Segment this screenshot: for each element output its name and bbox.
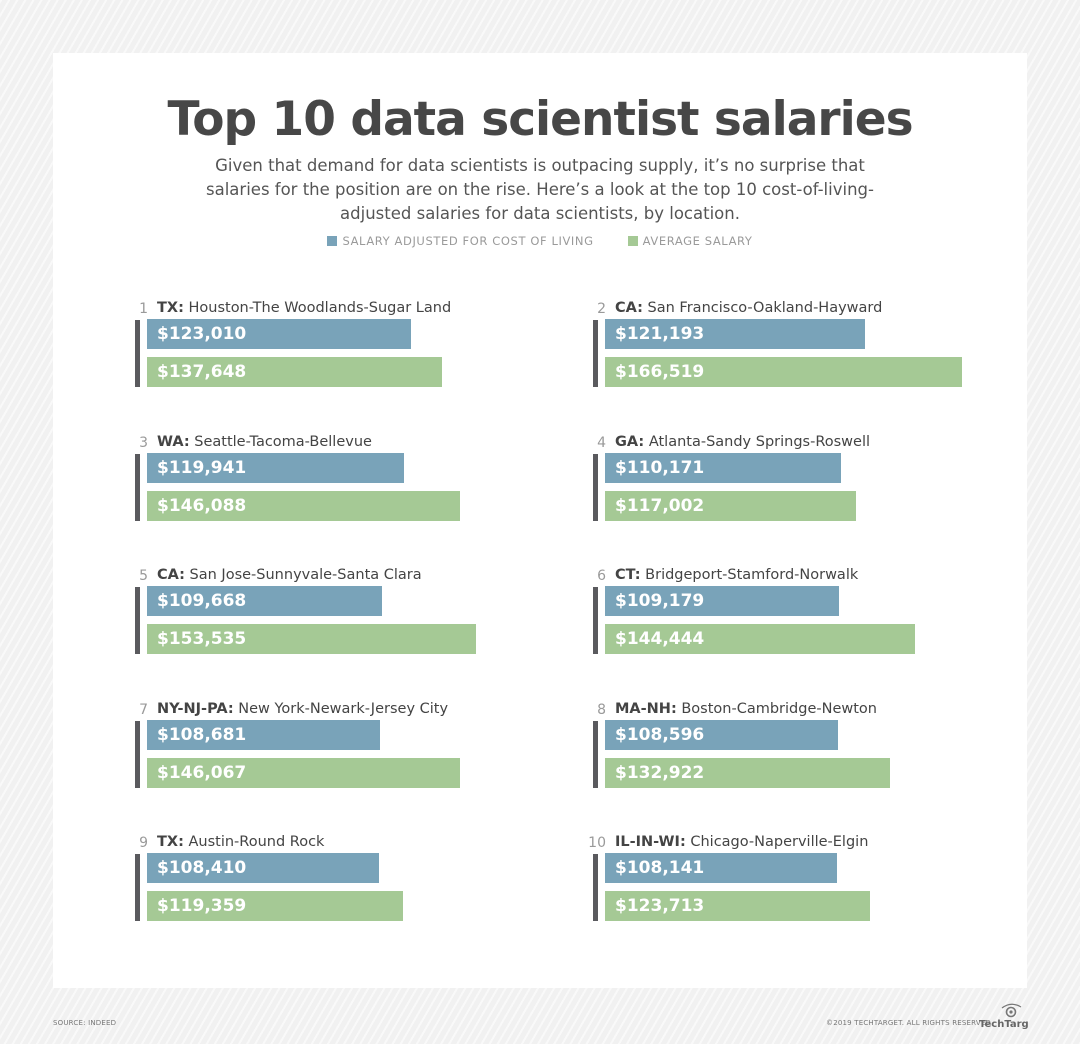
state-label: GA: — [615, 433, 645, 450]
city-label: Austin-Round Rock — [188, 834, 325, 850]
group-divider — [593, 453, 598, 521]
salary-item: 2 CA: San Francisco-Oakland-Hayward $121,1… — [588, 300, 1048, 411]
chart-title: Top 10 data scientist salaries — [167, 92, 913, 147]
bar-average-salary: $146,067 — [147, 757, 461, 788]
bar-average-salary: $166,519 — [605, 357, 962, 387]
state-label: CA: — [615, 300, 643, 316]
bar-average-salary: $137,648 — [147, 357, 443, 387]
bar-average-salary: $146,088 — [147, 490, 461, 521]
salary-item: 4 GA: Atlanta-Sandy Springs-Roswell $110,1… — [588, 434, 1048, 545]
group-divider — [593, 720, 598, 788]
bar-average-salary: $123,713 — [605, 891, 871, 921]
city-label: San Francisco-Oakland-Hayward — [647, 300, 883, 316]
eye-icon: TechTarget — [979, 1003, 1040, 1030]
location-label: TX: Austin-Round Rock — [157, 834, 324, 850]
city-label: Chicago-Naperville-Elgin — [690, 834, 869, 850]
rank-number: 1 — [139, 301, 148, 317]
svg-text:TechTarget: TechTarget — [979, 1019, 1028, 1029]
location-label: MA-NH: Boston-Cambridge-Newton — [615, 701, 877, 717]
location-label: CT: Bridgeport-Stamford-Norwalk — [615, 567, 858, 583]
bar-adjusted-salary: $108,596 — [605, 719, 838, 750]
group-divider — [593, 320, 598, 387]
city-label: Seattle-Tacoma-Bellevue — [194, 433, 372, 450]
rank-number: 10 — [588, 835, 606, 851]
rank-number: 2 — [597, 301, 606, 317]
location-label: CA: San Jose-Sunnyvale-Santa Clara — [157, 567, 422, 583]
city-label: Boston-Cambridge-Newton — [681, 700, 877, 717]
group-divider — [135, 720, 140, 788]
city-label: New York-Newark-Jersey City — [238, 700, 449, 717]
infographic-card — [53, 53, 1027, 988]
location-label: NY-NJ-PA: New York-Newark-Jersey City — [157, 701, 448, 717]
state-label: WA: — [157, 433, 190, 450]
group-divider — [135, 453, 140, 521]
state-label: CA: — [157, 567, 185, 583]
city-label: Atlanta-Sandy Springs-Roswell — [648, 433, 871, 450]
bar-adjusted-salary: $108,141 — [605, 853, 837, 883]
state-label: TX: — [157, 834, 184, 850]
bar-adjusted-salary: $110,171 — [605, 452, 842, 483]
rank-number: 3 — [139, 434, 148, 451]
salary-item: 5 CA: San Jose-Sunnyvale-Santa Clara $109,… — [130, 567, 590, 678]
rank-number: 9 — [139, 835, 148, 851]
legend-swatch-adjusted — [327, 236, 338, 246]
salary-item: 10 IL-IN-WI: Chicago-Naperville-Elgin $108… — [588, 834, 1048, 945]
salary-item: 6 CT: Bridgeport-Stamford-Norwalk $109,179… — [588, 567, 1048, 678]
rank-number: 4 — [597, 434, 606, 451]
legend-item-adjusted: SALARY ADJUSTED FOR COST OF LIVING — [327, 234, 593, 248]
city-label: San Jose-Sunnyvale-Santa Clara — [189, 567, 422, 583]
bar-adjusted-salary: $108,410 — [147, 853, 380, 883]
location-label: WA: Seattle-Tacoma-Bellevue — [157, 434, 372, 450]
city-label: Bridgeport-Stamford-Norwalk — [645, 567, 859, 583]
copyright: ©2019 TECHTARGET. ALL RIGHTS RESERVED — [826, 1019, 992, 1027]
salary-item: 9 TX: Austin-Round Rock $108,410 $119,359 — [130, 834, 590, 945]
chart-subtitle: Given that demand for data scientists is… — [206, 156, 874, 223]
bar-average-salary: $153,535 — [147, 624, 477, 654]
group-divider — [135, 587, 140, 654]
legend-item-average: AVERAGE SALARY — [627, 234, 753, 248]
group-divider — [135, 854, 140, 921]
state-label: MA-NH: — [615, 700, 677, 717]
salary-item: 8 MA-NH: Boston-Cambridge-Newton $108,596 $… — [588, 701, 1048, 812]
state-label: CT: — [615, 567, 641, 583]
bar-average-salary: $119,359 — [147, 891, 403, 921]
legend-swatch-average — [627, 236, 638, 246]
rank-number: 5 — [139, 568, 148, 584]
legend: SALARY ADJUSTED FOR COST OF LIVING AVERA… — [0, 234, 1080, 248]
bar-average-salary: $117,002 — [605, 490, 856, 521]
bar-adjusted-salary: $109,179 — [605, 586, 840, 616]
salary-item: 3 WA: Seattle-Tacoma-Bellevue $119,941 $146… — [130, 434, 590, 545]
location-label: CA: San Francisco-Oakland-Hayward — [615, 300, 882, 316]
location-label: TX: Houston-The Woodlands-Sugar Land — [157, 300, 451, 316]
bar-adjusted-salary: $108,681 — [147, 719, 380, 750]
rank-number: 8 — [597, 701, 606, 718]
bar-adjusted-salary: $123,010 — [147, 319, 411, 349]
source-note: SOURCE: INDEED — [53, 1019, 117, 1027]
bar-average-salary: $132,922 — [605, 757, 890, 788]
state-label: TX: — [157, 300, 184, 316]
group-divider — [593, 587, 598, 654]
group-divider — [135, 320, 140, 387]
salary-item: 1 TX: Houston-The Woodlands-Sugar Land $12… — [130, 300, 590, 411]
location-label: IL-IN-WI: Chicago-Naperville-Elgin — [615, 834, 868, 850]
salary-item: 7 NY-NJ-PA: New York-Newark-Jersey City $1… — [130, 701, 590, 812]
rank-number: 6 — [597, 568, 606, 584]
bar-average-salary: $144,444 — [605, 624, 915, 654]
city-label: Houston-The Woodlands-Sugar Land — [188, 300, 452, 316]
group-divider — [593, 854, 598, 921]
bar-adjusted-salary: $109,668 — [147, 586, 383, 616]
bar-adjusted-salary: $121,193 — [605, 319, 865, 349]
state-label: NY-NJ-PA: — [157, 700, 234, 717]
state-label: IL-IN-WI: — [615, 834, 686, 850]
location-label: GA: Atlanta-Sandy Springs-Roswell — [615, 434, 870, 450]
techtarget-logo: TechTarget — [978, 1003, 1040, 1030]
bar-adjusted-salary: $119,941 — [147, 452, 405, 483]
rank-number: 7 — [139, 701, 148, 718]
